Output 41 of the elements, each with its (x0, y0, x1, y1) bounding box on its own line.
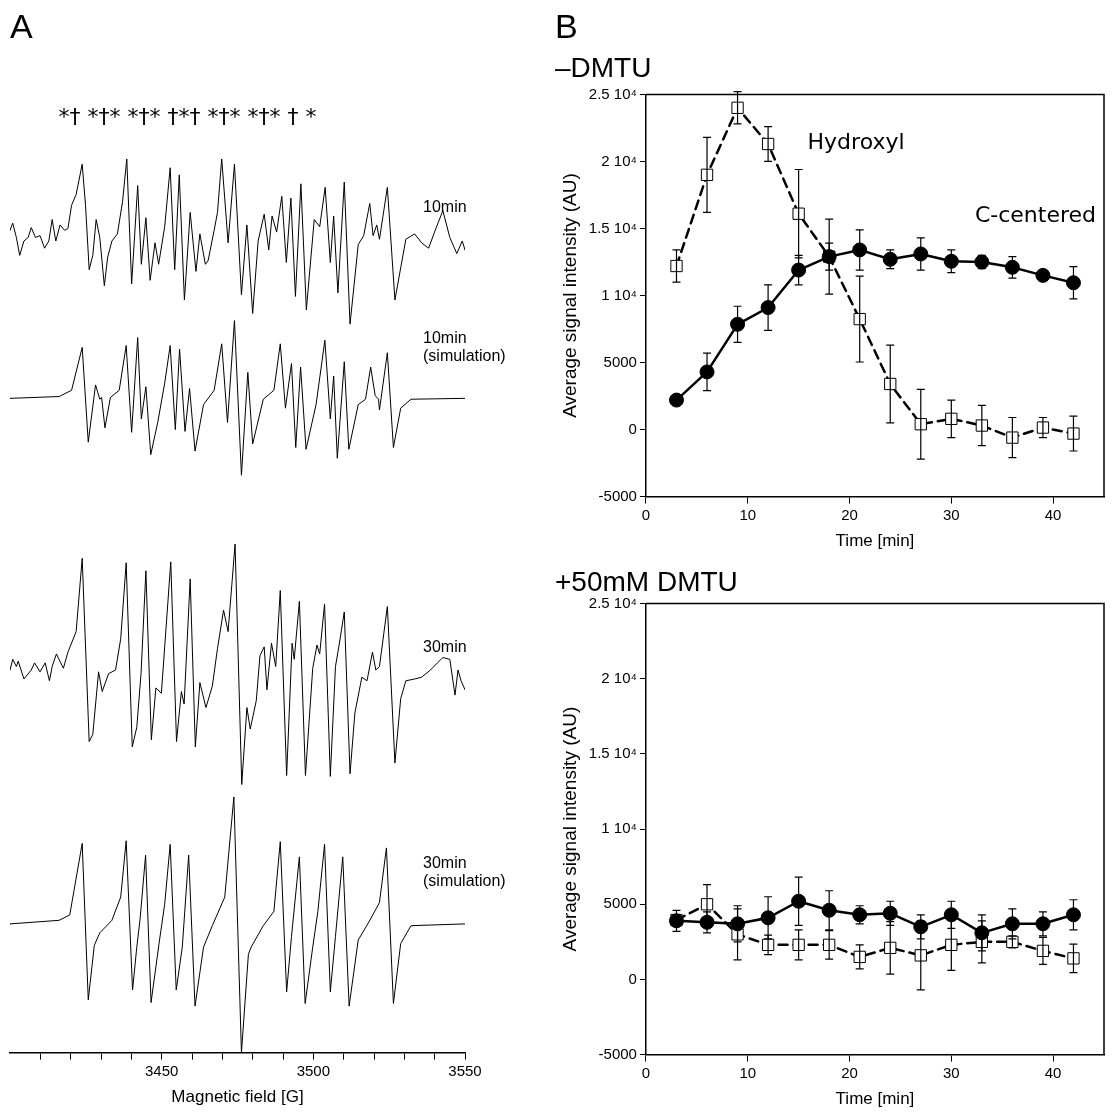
x-tick-label: 3550 (448, 1061, 482, 1079)
series-label: Hydroxyl (807, 128, 905, 154)
series-label: 10min (423, 198, 467, 216)
chart-title: B (555, 6, 578, 45)
y-tick-label: -5000 (598, 1044, 637, 1062)
y-tick-label: 1.5 10⁴ (588, 218, 637, 236)
y-tick-label: 2.5 10⁴ (588, 84, 637, 102)
text: 10min (simulation) (423, 328, 506, 364)
x-tick-label: 0 (641, 505, 651, 523)
x-tick-label: 0 (641, 1063, 651, 1081)
x-tick-label: 10 (739, 1063, 757, 1081)
x-tick-label: 3500 (296, 1061, 331, 1079)
y-tick-label: -5000 (598, 486, 637, 504)
text: *† *†* *†* †*† *†* *†* † * (58, 103, 317, 129)
y-tick-label: 1.5 10⁴ (588, 744, 637, 762)
y-tick-label: 5000 (603, 894, 637, 912)
x-tick-label: 10 (739, 505, 757, 523)
y-tick-label: 1 10⁴ (601, 285, 637, 303)
chart-title: A (10, 6, 33, 45)
y-tick-label: 2 10⁴ (601, 151, 637, 169)
y-tick-label: 0 (628, 969, 637, 987)
chart-subtitle: –DMTU (555, 52, 652, 84)
x-tick-label: 20 (841, 1063, 858, 1081)
y-tick-label: 1 10⁴ (601, 819, 637, 837)
series-label: 30min (423, 638, 467, 656)
x-tick-label: 3450 (144, 1061, 179, 1079)
x-tick-label: 30 (942, 1063, 960, 1081)
y-tick-label: 0 (628, 419, 637, 437)
y-axis-title: Average signal intensity (AU) (558, 173, 580, 418)
text: 30min (simulation) (423, 854, 506, 890)
y-axis-title: Average signal intensity (AU) (558, 706, 580, 952)
x-tick-label: 20 (841, 505, 858, 523)
y-tick-label: 2 10⁴ (601, 668, 637, 686)
x-tick-label: 30 (942, 505, 960, 523)
x-axis-title: Time [min] (835, 1089, 915, 1109)
x-axis-title: Magnetic field [G] (171, 1087, 304, 1107)
x-axis-title: Time [min] (835, 531, 915, 551)
y-tick-label: 5000 (603, 352, 637, 370)
x-tick-label: 40 (1044, 505, 1062, 523)
x-tick-label: 40 (1044, 1063, 1062, 1081)
series-label: C-centered (974, 202, 1096, 228)
